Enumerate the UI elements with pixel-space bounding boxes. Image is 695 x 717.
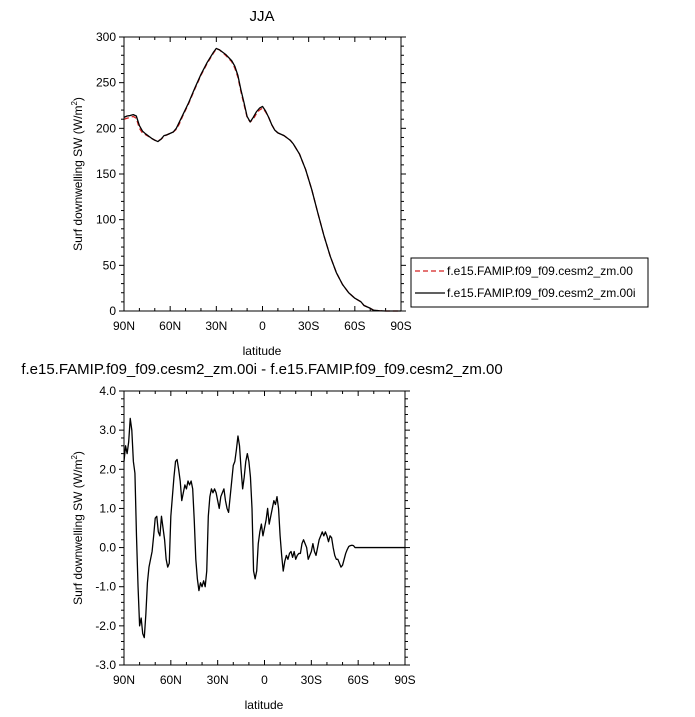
- bottom-x-axis-label: latitude: [245, 698, 284, 712]
- bottom-x-tick-label: 0: [261, 673, 268, 687]
- top-x-axis-label: latitude: [243, 344, 282, 358]
- bottom-x-tick-label: 30S: [301, 673, 322, 687]
- bottom-chart-title: f.e15.FAMIP.f09_f09.cesm2_zm.00i - f.e15…: [21, 361, 502, 378]
- top-x-tick-label: 60N: [159, 319, 181, 333]
- top-plot-frame: [123, 36, 402, 312]
- bottom-y-tick-label: -3.0: [95, 658, 116, 672]
- top-y-tick-label: 200: [96, 121, 116, 135]
- bottom-x-tick-label: 60S: [347, 673, 368, 687]
- bottom-plot-frame: [123, 390, 406, 666]
- top-x-tick-label: 0: [259, 319, 266, 333]
- legend: f.e15.FAMIP.f09_f09.cesm2_zm.00 f.e15.FA…: [410, 257, 649, 308]
- bottom-y-tick-label: -2.0: [95, 619, 116, 633]
- bottom-chart: f.e15.FAMIP.f09_f09.cesm2_zm.00i - f.e15…: [21, 361, 502, 712]
- top-chart-series: [123, 47, 401, 312]
- top-chart: JJA 90N 60N 30N 0 30S 60S 90S 0 50 100 150 200 250 30…: [70, 8, 412, 358]
- bottom-y-axis-label: Surf downwelling SW (W/m2): [70, 451, 85, 605]
- bottom-x-tick-label: 90N: [113, 673, 135, 687]
- top-y-tick-label: 50: [103, 258, 117, 272]
- bottom-y-tick-label: 1.0: [99, 501, 116, 515]
- bottom-y-tick-label: 3.0: [99, 423, 116, 437]
- top-y-tick-label: 300: [96, 30, 116, 44]
- top-x-tick-label: 60S: [344, 319, 365, 333]
- top-series-line-0: [123, 48, 401, 312]
- legend-label-00i: f.e15.FAMIP.f09_f09.cesm2_zm.00i: [447, 286, 636, 300]
- top-series-line-1: [123, 47, 401, 312]
- bottom-y-tick-label: 2.0: [99, 462, 116, 476]
- top-chart-title: JJA: [249, 8, 274, 25]
- top-y-tick-label: 0: [109, 304, 116, 318]
- top-y-tick-label: 250: [96, 76, 116, 90]
- top-y-axis-label: Surf downwelling SW (W/m2): [70, 97, 85, 251]
- bottom-chart-ticks: 90N 60N 30N 0 30S 60S 90S -3.0 -2.0 -1.0 0.0 1.0 2.0…: [95, 384, 415, 687]
- top-x-tick-label: 90S: [390, 319, 411, 333]
- top-y-tick-label: 100: [96, 213, 116, 227]
- bottom-y-tick-label: 4.0: [99, 384, 116, 398]
- bottom-x-tick-label: 30N: [207, 673, 229, 687]
- top-x-tick-label: 90N: [113, 319, 135, 333]
- bottom-x-tick-label: 60N: [160, 673, 182, 687]
- bottom-y-tick-label: -1.0: [95, 580, 116, 594]
- bottom-y-tick-label: 0.0: [99, 541, 116, 555]
- bottom-series-line-0: [123, 417, 405, 639]
- top-x-tick-label: 30S: [298, 319, 319, 333]
- bottom-chart-series: [123, 417, 405, 639]
- bottom-x-tick-label: 90S: [394, 673, 415, 687]
- top-x-tick-label: 30N: [205, 319, 227, 333]
- top-chart-ticks: 90N 60N 30N 0 30S 60S 90S 0 50 100 150 200 250 300: [96, 30, 412, 333]
- legend-label-00: f.e15.FAMIP.f09_f09.cesm2_zm.00: [447, 264, 633, 278]
- top-y-tick-label: 150: [96, 167, 116, 181]
- legend-box: [410, 257, 649, 308]
